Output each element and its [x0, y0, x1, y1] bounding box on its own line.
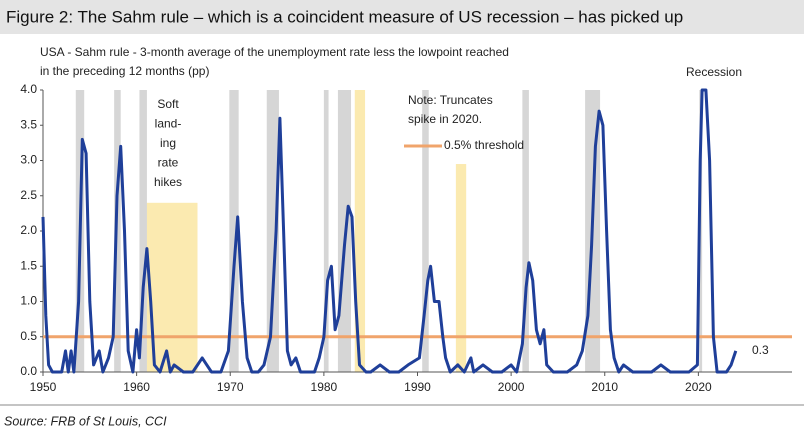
- legend-label: 0.5% threshold: [444, 138, 524, 152]
- end-value-label: 0.3: [752, 343, 769, 357]
- y-tick-label: 3.0: [20, 153, 37, 167]
- soft-landing-label: rate: [158, 156, 179, 170]
- soft-landing-label: Soft: [157, 97, 179, 111]
- y-tick-label: 0.0: [20, 364, 37, 378]
- y-tick-label: 2.5: [20, 188, 37, 202]
- soft-landing-span: [455, 164, 467, 372]
- title-band: [0, 0, 804, 34]
- recession-span: [522, 90, 529, 372]
- subtitle: USA - Sahm rule - 3-month average of the…: [40, 45, 509, 59]
- recession-span: [323, 90, 329, 372]
- recession-span: [229, 90, 239, 372]
- x-tick-label: 1970: [217, 380, 244, 394]
- y-tick-label: 4.0: [20, 82, 37, 96]
- recession-span: [139, 90, 147, 372]
- soft-landing-label: ing: [160, 136, 176, 150]
- soft-landing-label: hikes: [154, 175, 182, 189]
- note: spike in 2020.: [408, 112, 482, 126]
- x-tick-label: 1980: [311, 380, 338, 394]
- y-tick-label: 0.5: [20, 329, 37, 343]
- chart-title: Figure 2: The Sahm rule – which is a coi…: [6, 7, 683, 26]
- source: Source: FRB of St Louis, CCI: [4, 414, 167, 428]
- y-tick-label: 1.0: [20, 294, 37, 308]
- x-tick-label: 2000: [498, 380, 525, 394]
- x-tick-label: 1950: [30, 380, 57, 394]
- y-tick-label: 3.5: [20, 117, 37, 131]
- soft-landing-label: land-: [155, 117, 182, 131]
- note: Note: Truncates: [408, 93, 493, 107]
- subtitle: in the preceding 12 months (pp): [40, 64, 209, 78]
- recession-label: Recession: [686, 65, 742, 79]
- soft-landing-span: [354, 90, 366, 372]
- y-tick-label: 1.5: [20, 258, 37, 272]
- x-tick-label: 2020: [685, 380, 712, 394]
- line-series: [41, 88, 738, 374]
- y-tick-label: 2.0: [20, 223, 37, 237]
- recession-span: [266, 90, 279, 372]
- recession-span: [422, 90, 429, 372]
- x-tick-label: 2010: [591, 380, 618, 394]
- x-tick-label: 1990: [404, 380, 431, 394]
- x-tick-label: 1960: [123, 380, 150, 394]
